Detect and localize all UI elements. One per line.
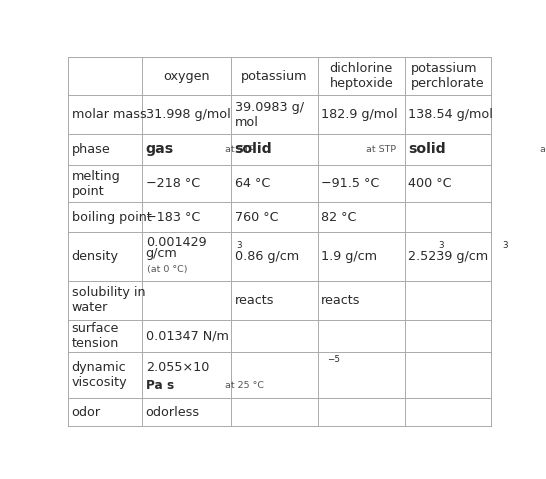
Text: odor: odor — [72, 406, 101, 419]
Text: 0.86 g/cm: 0.86 g/cm — [235, 250, 299, 263]
Text: 39.0983 g/
mol: 39.0983 g/ mol — [235, 101, 304, 128]
Text: at 25 °C: at 25 °C — [218, 380, 264, 389]
Text: at STP: at STP — [225, 145, 256, 154]
Text: 182.9 g/mol: 182.9 g/mol — [321, 108, 398, 121]
Text: reacts: reacts — [321, 294, 361, 307]
Text: −5: −5 — [327, 355, 340, 364]
Text: molar mass: molar mass — [72, 108, 146, 121]
Text: reacts: reacts — [235, 294, 274, 307]
Text: Pa s: Pa s — [146, 378, 174, 391]
Text: potassium: potassium — [241, 70, 308, 83]
Text: at STP: at STP — [366, 145, 396, 154]
Text: gas: gas — [146, 142, 174, 156]
Text: −218 °C: −218 °C — [146, 177, 200, 190]
Text: odorless: odorless — [146, 406, 200, 419]
Text: 3: 3 — [236, 241, 242, 251]
Text: 138.54 g/mol: 138.54 g/mol — [408, 108, 493, 121]
Text: surface
tension: surface tension — [72, 321, 119, 350]
Text: 1.9 g/cm: 1.9 g/cm — [321, 250, 377, 263]
Text: 2.055×10: 2.055×10 — [146, 361, 209, 375]
Text: at STP: at STP — [539, 145, 546, 154]
Text: 0.001429: 0.001429 — [146, 236, 206, 249]
Text: 64 °C: 64 °C — [235, 177, 270, 190]
Text: 82 °C: 82 °C — [321, 210, 357, 224]
Text: 2.5239 g/cm: 2.5239 g/cm — [408, 250, 488, 263]
Text: oxygen: oxygen — [163, 70, 210, 83]
Text: (at 0 °C): (at 0 °C) — [147, 264, 187, 274]
Text: 400 °C: 400 °C — [408, 177, 452, 190]
Text: boiling point: boiling point — [72, 210, 151, 224]
Text: dichlorine
heptoxide: dichlorine heptoxide — [329, 62, 393, 91]
Text: melting
point: melting point — [72, 170, 120, 197]
Text: density: density — [72, 250, 118, 263]
Text: solid: solid — [408, 142, 446, 156]
Text: 3: 3 — [438, 241, 444, 250]
Text: solid: solid — [235, 142, 272, 156]
Text: phase: phase — [72, 143, 110, 156]
Text: −183 °C: −183 °C — [146, 210, 200, 224]
Text: 3: 3 — [502, 241, 508, 250]
Text: dynamic
viscosity: dynamic viscosity — [72, 361, 127, 389]
Text: g/cm: g/cm — [146, 247, 177, 260]
Text: −91.5 °C: −91.5 °C — [321, 177, 379, 190]
Text: potassium
perchlorate: potassium perchlorate — [411, 62, 485, 91]
Text: solubility in
water: solubility in water — [72, 286, 145, 314]
Text: 760 °C: 760 °C — [235, 210, 278, 224]
Text: 0.01347 N/m: 0.01347 N/m — [146, 329, 229, 342]
Text: 31.998 g/mol: 31.998 g/mol — [146, 108, 230, 121]
